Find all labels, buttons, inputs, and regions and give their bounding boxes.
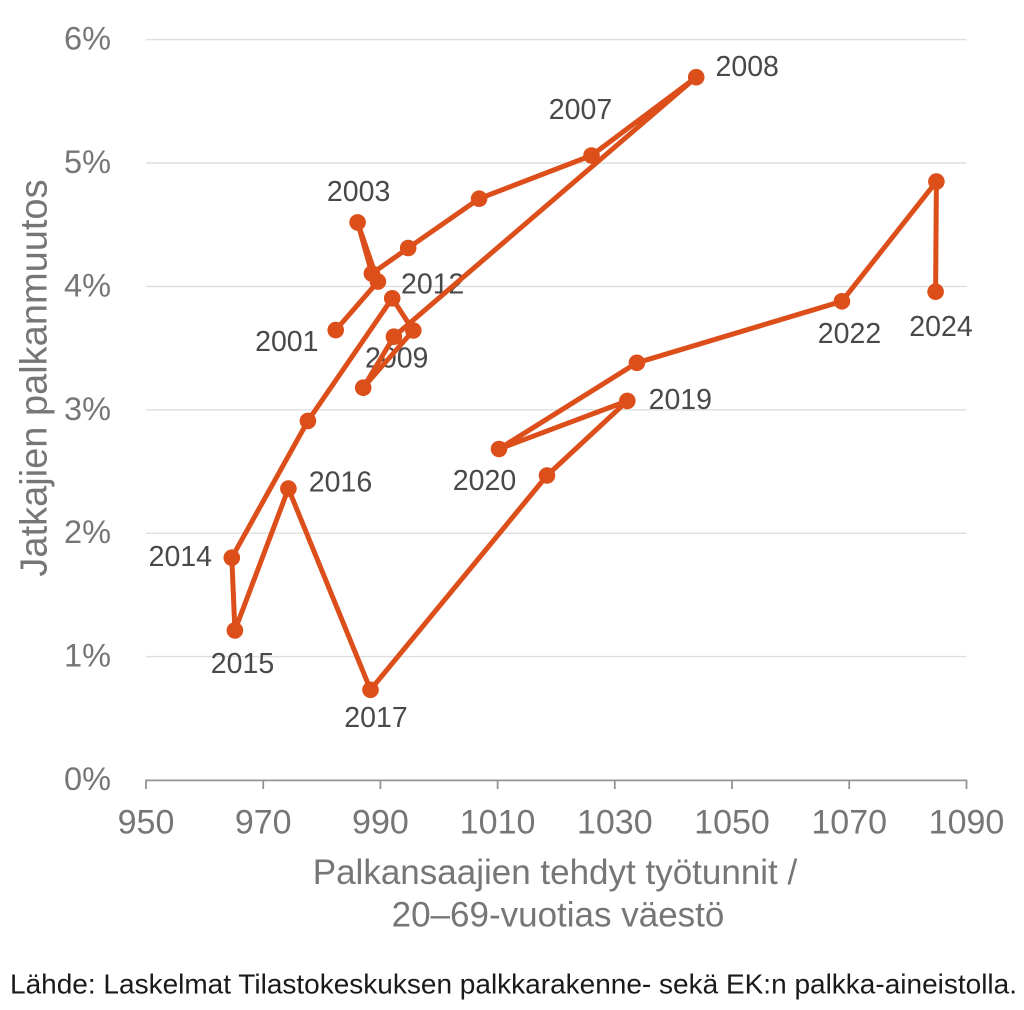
svg-text:3%: 3%	[64, 391, 111, 427]
svg-text:2007: 2007	[549, 94, 612, 126]
svg-text:2%: 2%	[64, 514, 111, 550]
svg-text:1030: 1030	[577, 804, 653, 842]
svg-text:2014: 2014	[149, 541, 213, 573]
svg-text:Palkansaajien tehdyt työtunnit: Palkansaajien tehdyt työtunnit /	[313, 853, 798, 892]
svg-text:2001: 2001	[255, 326, 318, 358]
svg-text:1070: 1070	[811, 804, 887, 842]
svg-text:2016: 2016	[309, 467, 372, 499]
svg-text:2024: 2024	[909, 311, 973, 343]
svg-text:2020: 2020	[453, 465, 516, 497]
svg-text:0%: 0%	[64, 761, 111, 797]
svg-text:950: 950	[118, 804, 175, 842]
svg-text:Lähde: Laskelmat Tilastokeskuk: Lähde: Laskelmat Tilastokeskuksen palkka…	[10, 969, 1017, 1000]
svg-text:970: 970	[235, 804, 292, 842]
svg-text:2003: 2003	[327, 176, 390, 208]
svg-text:2015: 2015	[211, 648, 274, 680]
svg-text:990: 990	[352, 804, 409, 842]
svg-text:20–69-vuotias väestö: 20–69-vuotias väestö	[392, 896, 725, 935]
svg-text:2022: 2022	[818, 318, 881, 350]
svg-text:2008: 2008	[716, 51, 779, 83]
svg-text:5%: 5%	[64, 144, 111, 180]
svg-text:1010: 1010	[460, 804, 536, 842]
svg-text:Jatkajien palkanmuutos: Jatkajien palkanmuutos	[14, 179, 56, 576]
svg-text:2019: 2019	[649, 384, 712, 416]
svg-text:4%: 4%	[64, 267, 111, 303]
svg-text:1050: 1050	[694, 804, 770, 842]
svg-text:1090: 1090	[929, 804, 1005, 842]
svg-text:1%: 1%	[64, 638, 111, 674]
svg-text:6%: 6%	[64, 21, 111, 57]
svg-text:2017: 2017	[344, 702, 407, 734]
